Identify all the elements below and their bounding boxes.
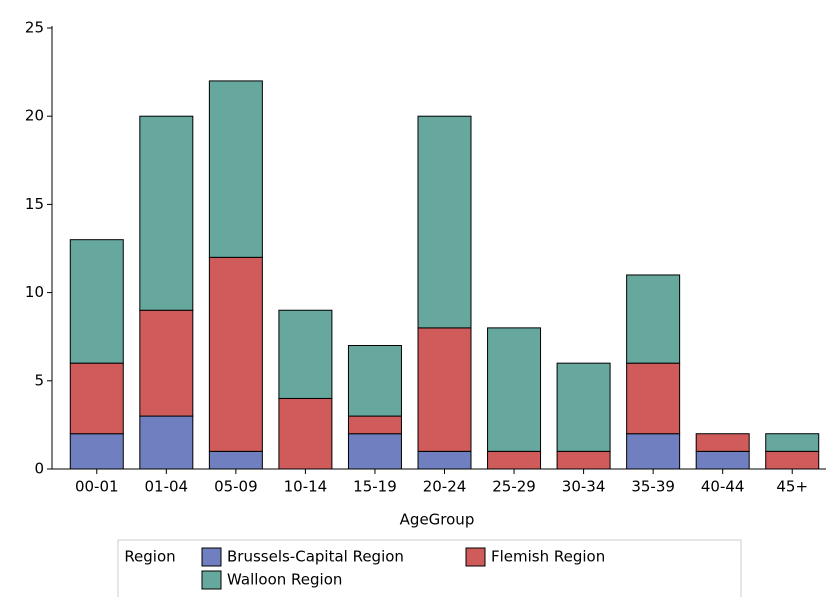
- legend-swatch: [465, 547, 486, 567]
- bar-segment: [208, 80, 263, 258]
- legend-box: [117, 539, 742, 597]
- legend-swatch: [201, 547, 222, 567]
- bar-segment: [556, 450, 611, 470]
- bar-segment: [208, 450, 263, 470]
- legend-label: Brussels-Capital Region: [227, 548, 404, 566]
- bar-segment: [208, 256, 263, 452]
- bar-segment: [347, 345, 402, 417]
- bar-segment: [626, 433, 681, 470]
- x-tick-label: 01-04: [145, 478, 189, 496]
- bar-segment: [69, 239, 124, 364]
- x-tick-label: 25-29: [492, 478, 536, 496]
- x-tick-label: 45+: [776, 478, 808, 496]
- legend-label: Flemish Region: [491, 548, 605, 566]
- y-tick-label: 5: [34, 371, 44, 389]
- bar-segment: [69, 362, 124, 435]
- x-tick-label: 00-01: [75, 478, 119, 496]
- x-tick-label: 35-39: [631, 478, 675, 496]
- y-tick-label: 10: [25, 283, 44, 301]
- bar-segment: [139, 115, 194, 311]
- x-tick-label: 20-24: [423, 478, 467, 496]
- y-tick-label: 25: [25, 19, 44, 37]
- bar-segment: [626, 274, 681, 364]
- bar-segment: [139, 309, 194, 417]
- legend-swatch: [201, 570, 222, 590]
- bar-segment: [278, 397, 333, 470]
- bar-segment: [347, 415, 402, 435]
- bar-segment: [417, 450, 472, 470]
- bar-segment: [695, 433, 750, 452]
- bar-segment: [417, 327, 472, 452]
- y-tick-label: 20: [25, 107, 44, 125]
- bar-segment: [69, 433, 124, 470]
- x-tick-label: 10-14: [284, 478, 328, 496]
- legend-label: Walloon Region: [227, 571, 342, 589]
- bar-segment: [765, 450, 820, 470]
- bar-segment: [347, 433, 402, 470]
- bar-segment: [487, 327, 542, 452]
- bar-segment: [487, 450, 542, 470]
- legend-title: Region: [124, 548, 175, 566]
- bar-segment: [695, 450, 750, 470]
- x-tick-label: 30-34: [562, 478, 606, 496]
- x-tick-label: 40-44: [701, 478, 745, 496]
- y-tick-label: 0: [34, 460, 44, 478]
- bar-segment: [278, 309, 333, 399]
- bar-segment: [417, 115, 472, 329]
- y-tick-label: 15: [25, 195, 44, 213]
- x-tick-label: 05-09: [214, 478, 258, 496]
- bar-segment: [556, 362, 611, 452]
- x-axis-label: AgeGroup: [400, 511, 475, 529]
- x-tick-label: 15-19: [353, 478, 397, 496]
- bar-segment: [765, 433, 820, 452]
- bar-segment: [139, 415, 194, 470]
- bar-segment: [626, 362, 681, 435]
